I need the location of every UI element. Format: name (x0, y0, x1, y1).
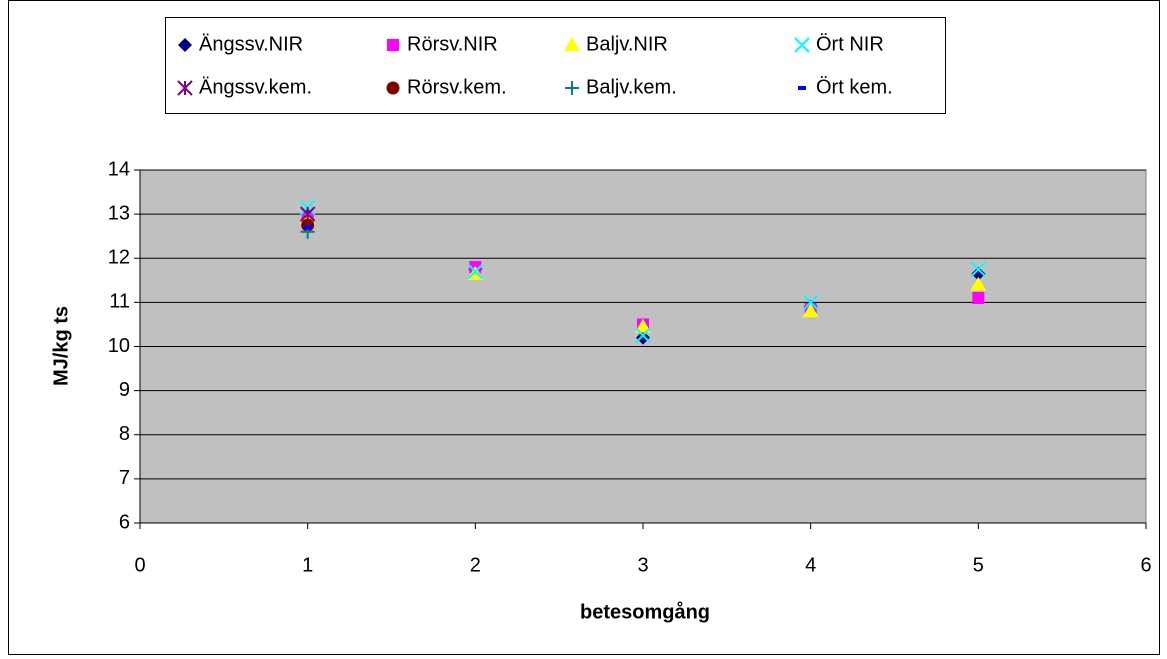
data-point (635, 318, 651, 333)
legend-marker (178, 38, 192, 52)
y-tick-label: 12 (108, 247, 130, 269)
legend-label: Ängssv.kem. (199, 76, 312, 98)
y-tick-label: 6 (119, 511, 130, 533)
data-point (802, 294, 819, 311)
legend-label: Ört kem. (816, 76, 893, 98)
x-tick-label: 2 (470, 554, 481, 576)
y-tick-label: 14 (108, 158, 130, 180)
marker-stroke (467, 263, 484, 280)
x-tick-label: 6 (1140, 554, 1151, 576)
legend-box (165, 17, 946, 114)
legend-label: Baljv.NIR (586, 33, 668, 55)
x-tick-label: 1 (302, 554, 313, 576)
legend-marker (798, 86, 806, 90)
marker-stroke (794, 37, 810, 53)
x-tick-label: 3 (637, 554, 648, 576)
x-axis-title: betesomgång (580, 600, 710, 623)
marker-stroke (802, 294, 819, 311)
legend-marker (565, 81, 579, 95)
data-point (635, 327, 651, 344)
y-tick-label: 8 (119, 423, 130, 445)
data-point (303, 225, 312, 230)
legend-marker (564, 37, 580, 51)
legend-marker (387, 39, 399, 51)
legend-marker (794, 37, 810, 53)
legend-marker (386, 81, 400, 95)
y-tick-label: 11 (109, 291, 130, 313)
legend-label: Rörsv.kem. (407, 76, 507, 98)
legend-label: Baljv.kem. (586, 76, 677, 98)
x-tick-label: 4 (805, 554, 816, 576)
x-tick-label: 5 (973, 554, 984, 576)
x-tick-label: 0 (134, 554, 145, 576)
y-tick-label: 13 (108, 202, 130, 224)
y-tick-label: 10 (108, 335, 130, 357)
data-point (970, 276, 987, 291)
legend-label: Ört NIR (816, 33, 884, 55)
data-point (971, 266, 986, 281)
data-point (972, 291, 985, 304)
marker-stroke (970, 261, 987, 277)
y-axis-title: MJ/kg ts (50, 306, 72, 386)
data-point (970, 261, 987, 277)
data-point (467, 263, 484, 280)
data-point (636, 330, 650, 345)
data-point (802, 303, 819, 318)
marker-stroke (635, 327, 651, 344)
y-tick-label: 9 (119, 379, 130, 401)
y-tick-label: 7 (119, 467, 130, 489)
legend-marker (177, 80, 193, 96)
legend-label: Ängssv.NIR (199, 33, 303, 55)
legend-label: Rörsv.NIR (407, 33, 498, 55)
